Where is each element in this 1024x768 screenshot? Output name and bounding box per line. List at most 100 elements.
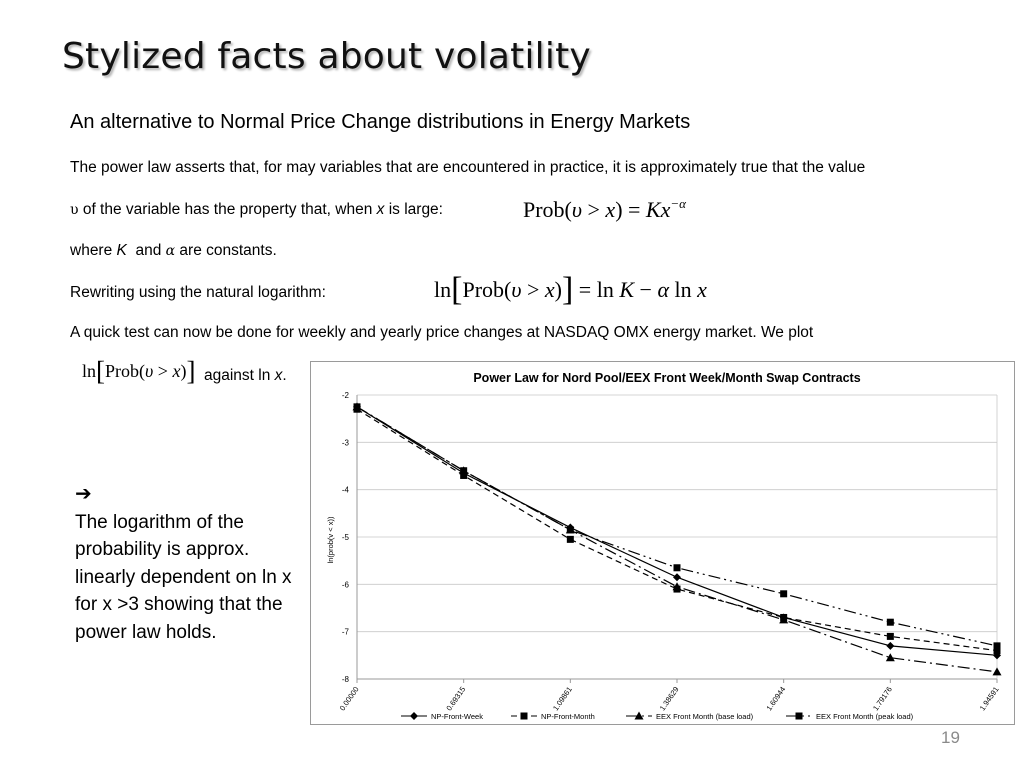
alpha-symbol: α (165, 243, 176, 259)
chart-y-axis-label: ln(prob(v < x)) (326, 516, 335, 563)
data-point (353, 403, 361, 411)
page-number: 19 (941, 728, 960, 747)
formula-ln: ln (82, 361, 97, 381)
data-point (672, 582, 682, 591)
data-point (673, 564, 681, 572)
chart-legend: NP-Front-Week NP-Front-Month EEX Front Mon… (401, 711, 914, 721)
power-law-chart: Power Law for Nord Pool/EEX Front Week/M… (326, 371, 1002, 721)
x-symbol: x (274, 367, 283, 384)
x-tick-label: 1.09861 (551, 685, 574, 712)
paragraph-quick-test: A quick test can now be done for weekly … (70, 324, 814, 341)
data-point (886, 641, 895, 650)
y-tick-label: -3 (342, 438, 350, 447)
data-point (460, 467, 468, 475)
k-symbol: K (116, 242, 127, 259)
series-group (353, 403, 1001, 650)
formula-var: υ (145, 361, 154, 381)
formula-close: ) (180, 361, 187, 381)
formula-x: x (605, 197, 616, 222)
formula-x: x (172, 361, 181, 381)
formula-alpha: α (657, 277, 669, 302)
x-symbol: x (376, 201, 385, 218)
data-point (566, 535, 574, 543)
conclusion-block: ➔ The logarithm of the probability is ap… (75, 481, 300, 646)
chart-gridlines (356, 394, 998, 680)
data-point (992, 667, 1002, 676)
data-point (460, 471, 468, 479)
paragraph-against: against ln x. (204, 367, 287, 385)
chart-container: Power Law for Nord Pool/EEX Front Week/M… (310, 361, 1015, 725)
formula-kx: Kx (645, 197, 671, 222)
data-point (886, 618, 894, 626)
legend-label: NP-Front-Month (541, 712, 595, 721)
x-tick-label: 0.00000 (338, 685, 361, 712)
formula-rhs: = ln (573, 277, 620, 302)
formula-x: x (544, 277, 555, 302)
x-tick-label: 1.79176 (871, 685, 894, 712)
paragraph-variable-text-b: is large: (384, 201, 443, 218)
series-line (356, 406, 998, 656)
series-line (356, 408, 998, 652)
y-tick-label: -8 (342, 675, 350, 684)
against-period: . (282, 367, 287, 384)
conclusion-text: The logarithm of the probability is appr… (75, 511, 292, 643)
formula-gt: > (582, 197, 606, 222)
formula-close: ) (554, 277, 562, 302)
chart-title: Power Law for Nord Pool/EEX Front Week/M… (473, 371, 860, 385)
formula-close: ) = (615, 197, 646, 222)
y-tick-label: -2 (342, 391, 350, 400)
chart-y-ticks: -2 -3 -4 -5 -6 -7 -8 (342, 391, 350, 684)
paragraph-variable-text-a: of the variable has the property that, w… (78, 201, 377, 218)
formula-k: K (619, 277, 635, 302)
formula-var: υ (571, 197, 582, 222)
data-point (566, 526, 574, 534)
y-tick-label: -7 (342, 628, 350, 637)
x-tick-label: 1.94591 (978, 685, 1001, 712)
formula-gt: > (521, 277, 545, 302)
x-tick-label: 0.69315 (444, 685, 467, 712)
formula-prob: Prob( (105, 361, 146, 381)
data-point (885, 653, 895, 662)
formula-plot-axis: ln[Prob(υ > x)] (82, 356, 196, 386)
data-point (520, 712, 528, 720)
paragraph-variable: υ of the variable has the property that,… (70, 201, 443, 219)
formula-exponent: −α (670, 196, 686, 211)
series-group (353, 402, 1001, 660)
x-tick-label: 1.60944 (764, 685, 787, 712)
constants-text-c: are constants. (175, 242, 277, 259)
formula-prob: Prob( (523, 197, 572, 222)
formula-log: ln[Prob(υ > x)] = ln K − α ln x (434, 271, 707, 308)
series-group (353, 405, 1001, 655)
x-tick-label: 1.38629 (658, 685, 681, 712)
data-point (993, 642, 1001, 650)
data-point (780, 590, 788, 598)
paragraph-constants: where K and α are constants. (70, 242, 277, 260)
data-point (673, 573, 681, 582)
chart-x-ticks: 0.00000 0.69315 1.09861 1.38629 1.60944 1.791… (338, 679, 1001, 712)
data-point (779, 615, 789, 624)
legend-label: NP-Front-Week (431, 712, 483, 721)
right-arrow-icon: ➔ (75, 483, 92, 505)
paragraph-power-law: The power law asserts that, for may vari… (70, 159, 866, 176)
chart-series (352, 402, 1002, 676)
formula-var: υ (511, 277, 522, 302)
slide-title: Stylized facts about volatility (62, 36, 591, 77)
data-point (634, 711, 644, 720)
y-tick-label: -6 (342, 580, 350, 589)
series-line (356, 406, 998, 673)
slide-subtitle: An alternative to Normal Price Change di… (70, 111, 691, 133)
data-point (410, 712, 418, 720)
formula-x2: x (697, 277, 707, 302)
series-group (352, 402, 1002, 676)
y-tick-label: -5 (342, 533, 350, 542)
upsilon-symbol: υ (70, 202, 79, 218)
y-tick-label: -4 (342, 486, 350, 495)
formula-power-law: Prob(υ > x) = Kx−α (523, 196, 686, 223)
constants-text-a: where (70, 242, 117, 259)
formula-prob: Prob( (462, 277, 512, 302)
legend-label: EEX Front Month (peak load) (816, 712, 914, 721)
constants-text-b: and (126, 242, 166, 259)
formula-minus: − (634, 277, 658, 302)
formula-gt: > (153, 361, 173, 381)
data-point (795, 712, 803, 720)
